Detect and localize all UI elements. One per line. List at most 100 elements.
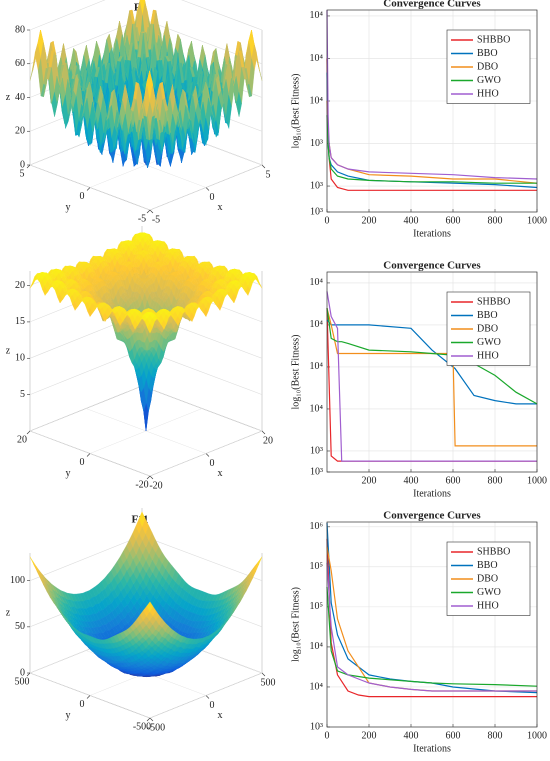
x-tick-label: 200 bbox=[362, 475, 377, 486]
y-axis-label: y bbox=[66, 202, 71, 213]
legend-label: BBO bbox=[477, 310, 498, 321]
y-tick-label: 0 bbox=[80, 191, 85, 202]
x-tick bbox=[205, 187, 210, 191]
convergence-plot: Convergence Curves 200 400 600 800 1000 10⁴ 10⁴… bbox=[290, 260, 547, 500]
y-tick bbox=[86, 187, 91, 191]
legend: SHBBO BBO DBO GWO HHO bbox=[446, 291, 531, 366]
x-tick-label: 0 bbox=[210, 458, 215, 469]
y-grid-line bbox=[149, 672, 263, 719]
y-axis-label: y bbox=[66, 710, 71, 721]
x-tick-label: 800 bbox=[488, 475, 503, 486]
x-tick bbox=[149, 475, 154, 480]
plot-title: Convergence Curves bbox=[383, 260, 481, 272]
z-tick-label: 20 bbox=[15, 126, 25, 137]
y-tick-label: 10⁴ bbox=[310, 403, 324, 414]
x-tick-label: 1000 bbox=[527, 475, 547, 486]
x-tick-label: 500 bbox=[261, 677, 276, 688]
x-axis-label: x bbox=[218, 202, 223, 213]
legend-label: SHBBO bbox=[477, 296, 510, 307]
surface bbox=[29, 232, 263, 432]
z-tick-label: 50 bbox=[15, 621, 25, 632]
x-tick-label: 600 bbox=[446, 475, 461, 486]
y-tick-label: 10⁴ bbox=[310, 10, 324, 21]
x-tick bbox=[261, 430, 266, 435]
legend-label: DBO bbox=[477, 323, 498, 334]
x-tick-label: 5 bbox=[266, 169, 271, 180]
y-tick-label: -500 bbox=[133, 721, 151, 732]
y-tick-label: 500 bbox=[15, 676, 30, 687]
x-tick bbox=[149, 209, 154, 214]
x-tick bbox=[205, 453, 210, 457]
surface bbox=[29, 511, 263, 677]
y-tick-label: 10⁴ bbox=[310, 95, 324, 106]
x-tick-label: -5 bbox=[152, 214, 160, 225]
y-tick-label: 5 bbox=[20, 168, 25, 179]
z-tick-label: 80 bbox=[15, 24, 25, 35]
z-tick-label: 10 bbox=[15, 353, 25, 364]
x-axis-label: Iterations bbox=[413, 228, 451, 239]
legend-label: GWO bbox=[477, 75, 501, 86]
y-tick bbox=[146, 209, 151, 214]
y-axis-label: y bbox=[66, 468, 71, 479]
x-axis-label: Iterations bbox=[413, 488, 451, 499]
x-tick-label: 600 bbox=[446, 215, 461, 226]
x-axis-label: x bbox=[218, 710, 223, 721]
y-tick-label: 10⁴ bbox=[310, 277, 324, 288]
surface bbox=[29, 0, 263, 169]
y-tick-label: 0 bbox=[80, 457, 85, 468]
y-grid-line bbox=[149, 430, 263, 477]
x-tick-label: -20 bbox=[149, 480, 162, 491]
y-tick-label: 0 bbox=[80, 699, 85, 710]
y-tick bbox=[86, 695, 91, 699]
x-tick-label: 0 bbox=[210, 700, 215, 711]
x-tick bbox=[205, 695, 210, 699]
legend-label: GWO bbox=[477, 337, 501, 348]
z-tick-label: 40 bbox=[15, 92, 25, 103]
x-tick-label: 0 bbox=[325, 215, 330, 226]
z-axis-label: z bbox=[6, 607, 11, 618]
y-tick-label: 10³ bbox=[310, 206, 323, 217]
x-tick bbox=[261, 164, 266, 169]
y-tick-label: 20 bbox=[17, 434, 27, 445]
y-tick bbox=[26, 164, 31, 169]
y-tick-label: 10³ bbox=[310, 445, 323, 456]
y-tick bbox=[26, 430, 31, 435]
y-axis-label: log₁₀(Best Fitness) bbox=[290, 334, 301, 409]
z-axis-label: z bbox=[6, 92, 11, 103]
legend-label: HHO bbox=[477, 88, 499, 99]
z-tick-label: 0 bbox=[20, 159, 25, 170]
y-tick-label: 10³ bbox=[310, 466, 323, 477]
z-grid-line bbox=[29, 0, 263, 31]
legend-label: BBO bbox=[477, 48, 498, 59]
x-tick bbox=[261, 672, 266, 677]
z-tick-label: 15 bbox=[15, 316, 25, 327]
x-axis-label: x bbox=[218, 468, 223, 479]
y-tick-label: -5 bbox=[138, 213, 146, 224]
y-tick bbox=[86, 453, 91, 457]
y-tick-label: 10⁴ bbox=[310, 319, 324, 330]
z-axis-label: z bbox=[6, 345, 11, 356]
x-tick-label: 20 bbox=[263, 435, 273, 446]
x-tick-label: 400 bbox=[404, 475, 419, 486]
y-tick-label: -20 bbox=[135, 479, 148, 490]
y-axis-label: log₁₀(Best Fitness) bbox=[290, 73, 301, 148]
y-tick-label: 10⁴ bbox=[310, 53, 324, 64]
plot-title: Convergence Curves bbox=[383, 0, 481, 10]
x-tick-label: 0 bbox=[210, 192, 215, 203]
x-tick-label: 1000 bbox=[527, 215, 547, 226]
x-tick-label: 400 bbox=[404, 215, 419, 226]
y-tick-label: 10⁴ bbox=[310, 361, 324, 372]
legend-label: HHO bbox=[477, 350, 499, 361]
z-tick-label: 60 bbox=[15, 58, 25, 69]
y-tick-label: 10³ bbox=[310, 180, 323, 191]
z-tick-label: 100 bbox=[10, 575, 25, 586]
legend-label: DBO bbox=[477, 61, 498, 72]
x-tick-label: 200 bbox=[362, 215, 377, 226]
z-tick-label: 5 bbox=[20, 389, 25, 400]
